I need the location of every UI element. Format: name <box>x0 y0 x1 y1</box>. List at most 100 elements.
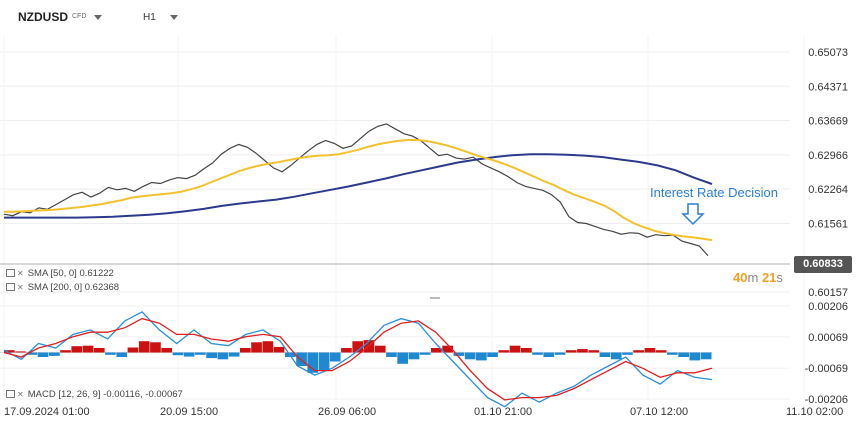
sma50-legend[interactable]: ✕ SMA [50, 0] 0.61222 <box>6 268 114 279</box>
macd-histogram-bar <box>82 345 94 353</box>
symbol-label[interactable]: NZDUSD <box>18 10 68 24</box>
countdown-minutes: 40 <box>733 270 748 285</box>
macd-histogram-bar <box>26 352 38 355</box>
annotation-label: Interest Rate Decision <box>650 185 778 200</box>
macd-histogram-bar <box>341 348 352 353</box>
macd-tick-label: 0.00206 <box>808 301 848 313</box>
symbol-dropdown-icon[interactable] <box>94 15 102 20</box>
macd-histogram-bar <box>183 352 195 357</box>
macd-histogram-bar <box>397 352 408 364</box>
macd-histogram-bar <box>374 345 386 353</box>
time-tick-label: 11.10 02:00 <box>786 406 843 418</box>
macd-histogram-bar <box>633 350 644 353</box>
grid-lines <box>0 36 805 400</box>
macd-histogram-bar <box>655 350 667 353</box>
sma200-legend[interactable]: ✕ SMA [200, 0] 0.62368 <box>6 282 119 293</box>
price-tick-label: 0.60157 <box>808 287 848 299</box>
macd-histogram-bar <box>49 352 60 356</box>
macd-histogram-bar <box>476 352 487 361</box>
countdown-seconds-unit: s <box>776 270 783 285</box>
macd-histogram-bar <box>251 342 262 353</box>
macd-histogram-bar <box>644 348 656 353</box>
macd-histogram-bar <box>318 352 330 371</box>
time-tick-label: 20.09 15:00 <box>160 406 218 418</box>
sma200-close-icon[interactable]: ✕ <box>17 283 24 292</box>
arrow-down-icon <box>681 203 705 226</box>
price-tick-label: 0.62264 <box>808 184 848 196</box>
time-tick-label: 26.09 06:00 <box>318 406 376 418</box>
macd-legend[interactable]: ✕ MACD [12, 26, 9] -0.00116, -0.00067 <box>6 389 183 400</box>
macd-histogram-bar <box>678 352 689 357</box>
macd-histogram-bar <box>60 350 71 353</box>
macd-histogram-bar <box>161 348 172 353</box>
macd-histogram-bar <box>15 351 26 353</box>
macd-axis: 0.00206 0.00069 -0.00069 -0.00206 <box>805 301 848 406</box>
macd-settings-icon[interactable] <box>6 390 15 399</box>
macd-close-icon[interactable]: ✕ <box>17 390 24 399</box>
price-tick-label: 0.65073 <box>808 47 848 59</box>
sma50-close-icon[interactable]: ✕ <box>17 269 24 278</box>
instrument-type-label: CFD <box>72 13 87 20</box>
countdown-minutes-unit: m <box>747 270 759 285</box>
macd-histogram-bar <box>228 352 240 357</box>
macd-histogram <box>4 340 712 373</box>
macd-histogram-bar <box>532 352 543 355</box>
macd-histogram-bar <box>453 352 465 356</box>
macd-histogram-bar <box>105 352 116 355</box>
macd-histogram-bar <box>599 352 611 357</box>
macd-histogram-bar <box>565 350 577 353</box>
macd-histogram-bar <box>296 352 307 366</box>
macd-histogram-bar <box>610 352 622 360</box>
price-tick-label: 0.64371 <box>808 81 848 93</box>
macd-histogram-bar <box>588 350 600 353</box>
price-tick-label: 0.61561 <box>808 218 848 230</box>
sma200-line <box>4 153 713 219</box>
price-tick-label: 0.63669 <box>808 116 848 128</box>
time-tick-label: 01.10 21:00 <box>474 406 532 418</box>
sma200-settings-icon[interactable] <box>6 283 15 292</box>
macd-histogram-bar <box>622 352 633 355</box>
macd-histogram-bar <box>71 346 83 353</box>
macd-histogram-bar <box>554 352 566 355</box>
macd-histogram-bar <box>543 352 555 357</box>
macd-line <box>3 311 713 408</box>
macd-histogram-bar <box>419 352 431 355</box>
macd-histogram-bar <box>431 348 442 353</box>
chart-header: NZDUSD CFD H1 <box>0 0 859 36</box>
macd-histogram-bar <box>37 352 49 357</box>
current-price-tag: 0.60833 <box>794 256 852 273</box>
timeframe-dropdown-icon[interactable] <box>170 15 178 20</box>
price-tick-label: 0.62966 <box>808 150 848 162</box>
macd-histogram-bar <box>689 352 701 361</box>
timeframe-label[interactable]: H1 <box>143 12 156 23</box>
macd-histogram-bar <box>127 347 139 353</box>
sma50-line <box>4 139 713 242</box>
macd-histogram-bar <box>408 352 420 360</box>
sma50-settings-icon[interactable] <box>6 269 15 278</box>
countdown-seconds: 21 <box>761 270 777 285</box>
macd-histogram-bar <box>93 348 105 353</box>
macd-histogram-bar <box>487 352 498 357</box>
macd-histogram-bar <box>498 350 510 353</box>
time-tick-label: 07.10 12:00 <box>630 406 688 418</box>
macd-histogram-bar <box>700 352 712 360</box>
time-axis: 17.09.2024 01:00 20.09 15:00 26.09 06:00 01… <box>4 406 843 418</box>
macd-histogram-bar <box>464 352 476 360</box>
macd-histogram-bar <box>217 352 229 360</box>
macd-histogram-bar <box>172 352 184 356</box>
macd-histogram-bar <box>442 345 453 353</box>
time-tick-label: 17.09.2024 01:00 <box>4 406 90 418</box>
macd-histogram-bar <box>195 352 206 355</box>
macd-histogram-bar <box>307 352 319 373</box>
macd-histogram-bar <box>116 352 128 357</box>
candle-countdown: 40m 21s <box>733 270 783 285</box>
macd-histogram-bar <box>667 352 678 355</box>
signal-line <box>3 317 713 401</box>
macd-histogram-bar <box>509 345 521 353</box>
macd-histogram-bar <box>577 349 588 353</box>
price-series <box>3 123 709 257</box>
macd-histogram-bar <box>521 348 532 353</box>
macd-tick-label: -0.00206 <box>805 394 848 406</box>
macd-tick-label: 0.00069 <box>808 332 848 344</box>
